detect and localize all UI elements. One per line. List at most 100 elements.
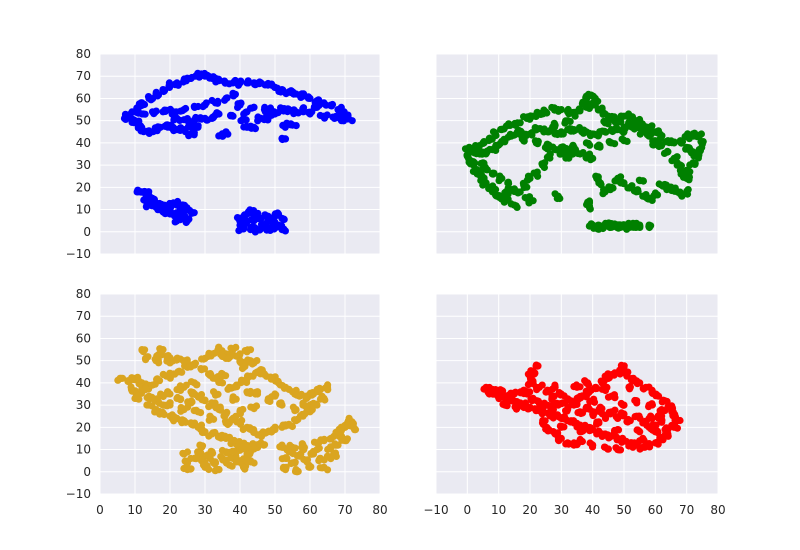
scatter-point [184, 122, 193, 130]
scatter-point [229, 351, 237, 359]
scatter-point [611, 118, 619, 126]
scatter-point [491, 129, 499, 137]
subplot-bottom-left: −10 0 10 20 30 40 50 60 70 80 0 10 20 30 40 50 60 70 80 [66, 287, 388, 517]
scatter-point [211, 458, 219, 466]
scatter-point [543, 144, 551, 152]
scatter-point [340, 117, 348, 125]
scatter-point [531, 124, 539, 132]
scatter-point [137, 99, 145, 107]
scatter-point [200, 355, 208, 363]
scatter-point [271, 390, 279, 398]
scatter-point [526, 112, 535, 120]
scatter-point [550, 392, 558, 400]
scatter-point [222, 372, 230, 380]
scatter-point [239, 363, 247, 371]
scatter-point [197, 115, 206, 123]
scatter-point [586, 153, 594, 161]
scatter-point [601, 414, 610, 422]
scatter-point [585, 381, 593, 389]
scatter-point [525, 193, 534, 201]
scatter-point [513, 203, 521, 211]
scatter-point [148, 202, 156, 210]
x-tick-label: 80 [710, 503, 725, 517]
scatter-point [585, 129, 594, 137]
scatter-point [318, 392, 326, 400]
scatter-point [667, 137, 675, 145]
scatter-point [595, 225, 603, 233]
scatter-point [676, 138, 685, 146]
scatter-point [198, 425, 206, 433]
scatter-point [191, 359, 199, 367]
scatter-point [625, 110, 633, 118]
x-tick-label: 40 [232, 503, 247, 517]
scatter-point [232, 343, 240, 351]
scatter-point [644, 195, 652, 203]
scatter-point [464, 151, 472, 159]
scatter-point [180, 464, 188, 473]
x-tick-label: 70 [679, 503, 694, 517]
scatter-point [550, 119, 558, 127]
scatter-point [538, 381, 546, 389]
scatter-point [306, 108, 314, 116]
scatter-point [210, 388, 218, 396]
scatter-point [532, 383, 541, 392]
scatter-point [557, 400, 565, 408]
scatter-point [279, 443, 287, 451]
scatter-point [533, 168, 541, 176]
y-tick-label: −10 [66, 247, 91, 261]
scatter-point [540, 125, 548, 133]
scatter-point [291, 416, 299, 424]
scatter-point [243, 374, 252, 382]
subplot-bottom-right: −10 0 10 20 30 40 50 60 70 80 [423, 293, 726, 517]
scatter-point [247, 124, 256, 132]
x-tick-label: 50 [267, 503, 282, 517]
x-tick-label: 40 [585, 503, 600, 517]
x-tick-label: 0 [96, 503, 104, 517]
y-tick-label: 70 [76, 309, 91, 323]
scatter-point [562, 440, 570, 448]
scatter-point [127, 383, 135, 391]
scatter-point [592, 131, 600, 139]
scatter-point [668, 402, 676, 410]
y-tick-label: 50 [76, 114, 91, 128]
x-tick-label: 10 [491, 503, 506, 517]
scatter-point [635, 427, 643, 435]
scatter-point [323, 111, 331, 119]
scatter-point [224, 385, 232, 393]
y-tick-label: −10 [66, 487, 91, 501]
scatter-point [342, 437, 350, 445]
scatter-point [163, 357, 171, 365]
scatter-point [349, 423, 357, 431]
scatter-point [286, 442, 294, 450]
scatter-point [645, 222, 653, 230]
scatter-point [634, 187, 642, 196]
scatter-point [143, 401, 151, 409]
scatter-point [634, 221, 642, 229]
scatter-point [248, 215, 256, 223]
x-tick-label: 50 [616, 503, 631, 517]
scatter-point [194, 122, 202, 130]
scatter-point [187, 397, 195, 405]
scatter-point [199, 71, 207, 79]
scatter-point [300, 455, 308, 464]
scatter-point [551, 383, 559, 391]
scatter-point [323, 466, 332, 474]
scatter-point [268, 81, 276, 89]
scatter-point [245, 425, 254, 433]
scatter-point [309, 447, 317, 456]
scatter-point [494, 386, 502, 395]
scatter-point [523, 183, 531, 191]
scatter-point [695, 151, 703, 159]
scatter-point [470, 149, 479, 157]
scatter-point [224, 420, 232, 429]
scatter-point [598, 385, 606, 393]
scatter-point [648, 424, 656, 432]
scatter-point [502, 122, 510, 130]
scatter-point [504, 179, 512, 187]
y-tick-label: 40 [76, 136, 91, 150]
x-tick-label: 80 [372, 503, 387, 517]
x-tick-label: −10 [423, 503, 448, 517]
scatter-point [274, 211, 282, 219]
scatter-point [617, 411, 625, 419]
scatter-point [181, 457, 189, 465]
